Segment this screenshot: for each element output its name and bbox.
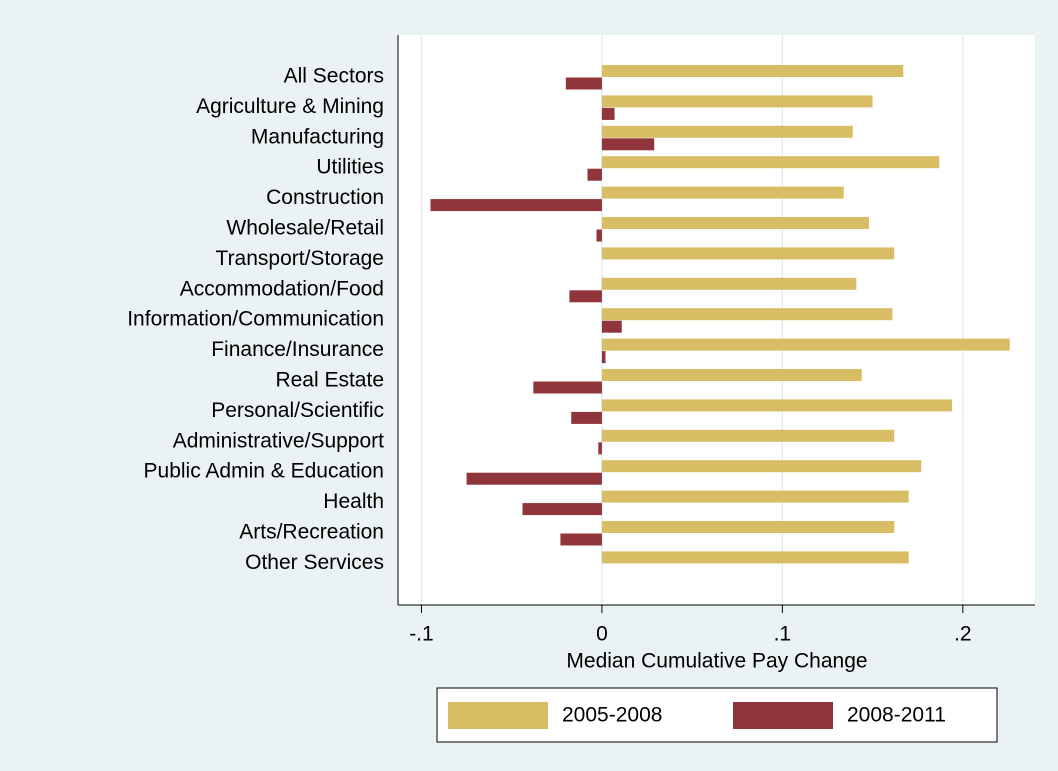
y-tick-label: Wholesale/Retail [226, 217, 384, 240]
legend-label: 2005-2008 [562, 704, 662, 727]
y-tick-label: Transport/Storage [216, 247, 384, 270]
bar [601, 460, 922, 473]
y-tick-label: Personal/Scientific [211, 399, 384, 422]
y-tick-label: Information/Communication [127, 308, 384, 331]
bar [601, 186, 844, 199]
bar [569, 290, 602, 303]
bar [601, 490, 909, 503]
bar [601, 429, 895, 442]
bar [466, 472, 602, 485]
bar [533, 381, 602, 394]
bar [601, 320, 622, 333]
x-tick-label: .1 [774, 623, 792, 646]
bar [601, 217, 869, 229]
bar [601, 95, 873, 108]
legend-swatch [448, 702, 548, 729]
bar [601, 351, 606, 364]
bar [601, 369, 862, 381]
bar [601, 521, 895, 533]
bar [601, 138, 655, 151]
y-tick-label: Health [323, 490, 384, 513]
bar [601, 308, 893, 321]
bar [601, 125, 853, 138]
bar [598, 442, 602, 455]
y-tick-label: Other Services [245, 551, 384, 574]
y-tick-label: Finance/Insurance [211, 338, 384, 361]
bar [571, 411, 602, 424]
bar [601, 247, 895, 260]
y-tick-label: Real Estate [275, 369, 384, 392]
bar [601, 277, 857, 290]
y-tick-label: Administrative/Support [173, 429, 384, 452]
x-tick-label: 0 [596, 623, 608, 646]
bar [601, 338, 1010, 351]
bar [601, 107, 615, 120]
y-tick-label: Utilities [316, 156, 384, 179]
y-tick-label: Accommodation/Food [180, 277, 384, 300]
y-tick-label: Agriculture & Mining [196, 95, 384, 118]
y-tick-label: All Sectors [284, 65, 384, 88]
y-tick-label: Public Admin & Education [144, 460, 384, 483]
legend-label: 2008-2011 [847, 704, 946, 727]
bar [430, 199, 602, 212]
x-axis-title: Median Cumulative Pay Change [566, 650, 867, 673]
bar [522, 503, 602, 516]
bar [601, 399, 952, 412]
bar [601, 65, 904, 77]
legend-swatch [733, 702, 833, 729]
y-tick-label: Construction [266, 186, 384, 209]
bar [560, 533, 602, 546]
y-tick-label: Arts/Recreation [239, 521, 384, 544]
bar [596, 229, 602, 242]
x-tick-label: .2 [954, 623, 972, 646]
bar [601, 156, 940, 169]
bar [601, 551, 909, 564]
y-tick-label: Manufacturing [251, 125, 384, 148]
bar [565, 77, 602, 90]
x-tick-label: -.1 [409, 623, 434, 646]
bar [587, 168, 602, 181]
